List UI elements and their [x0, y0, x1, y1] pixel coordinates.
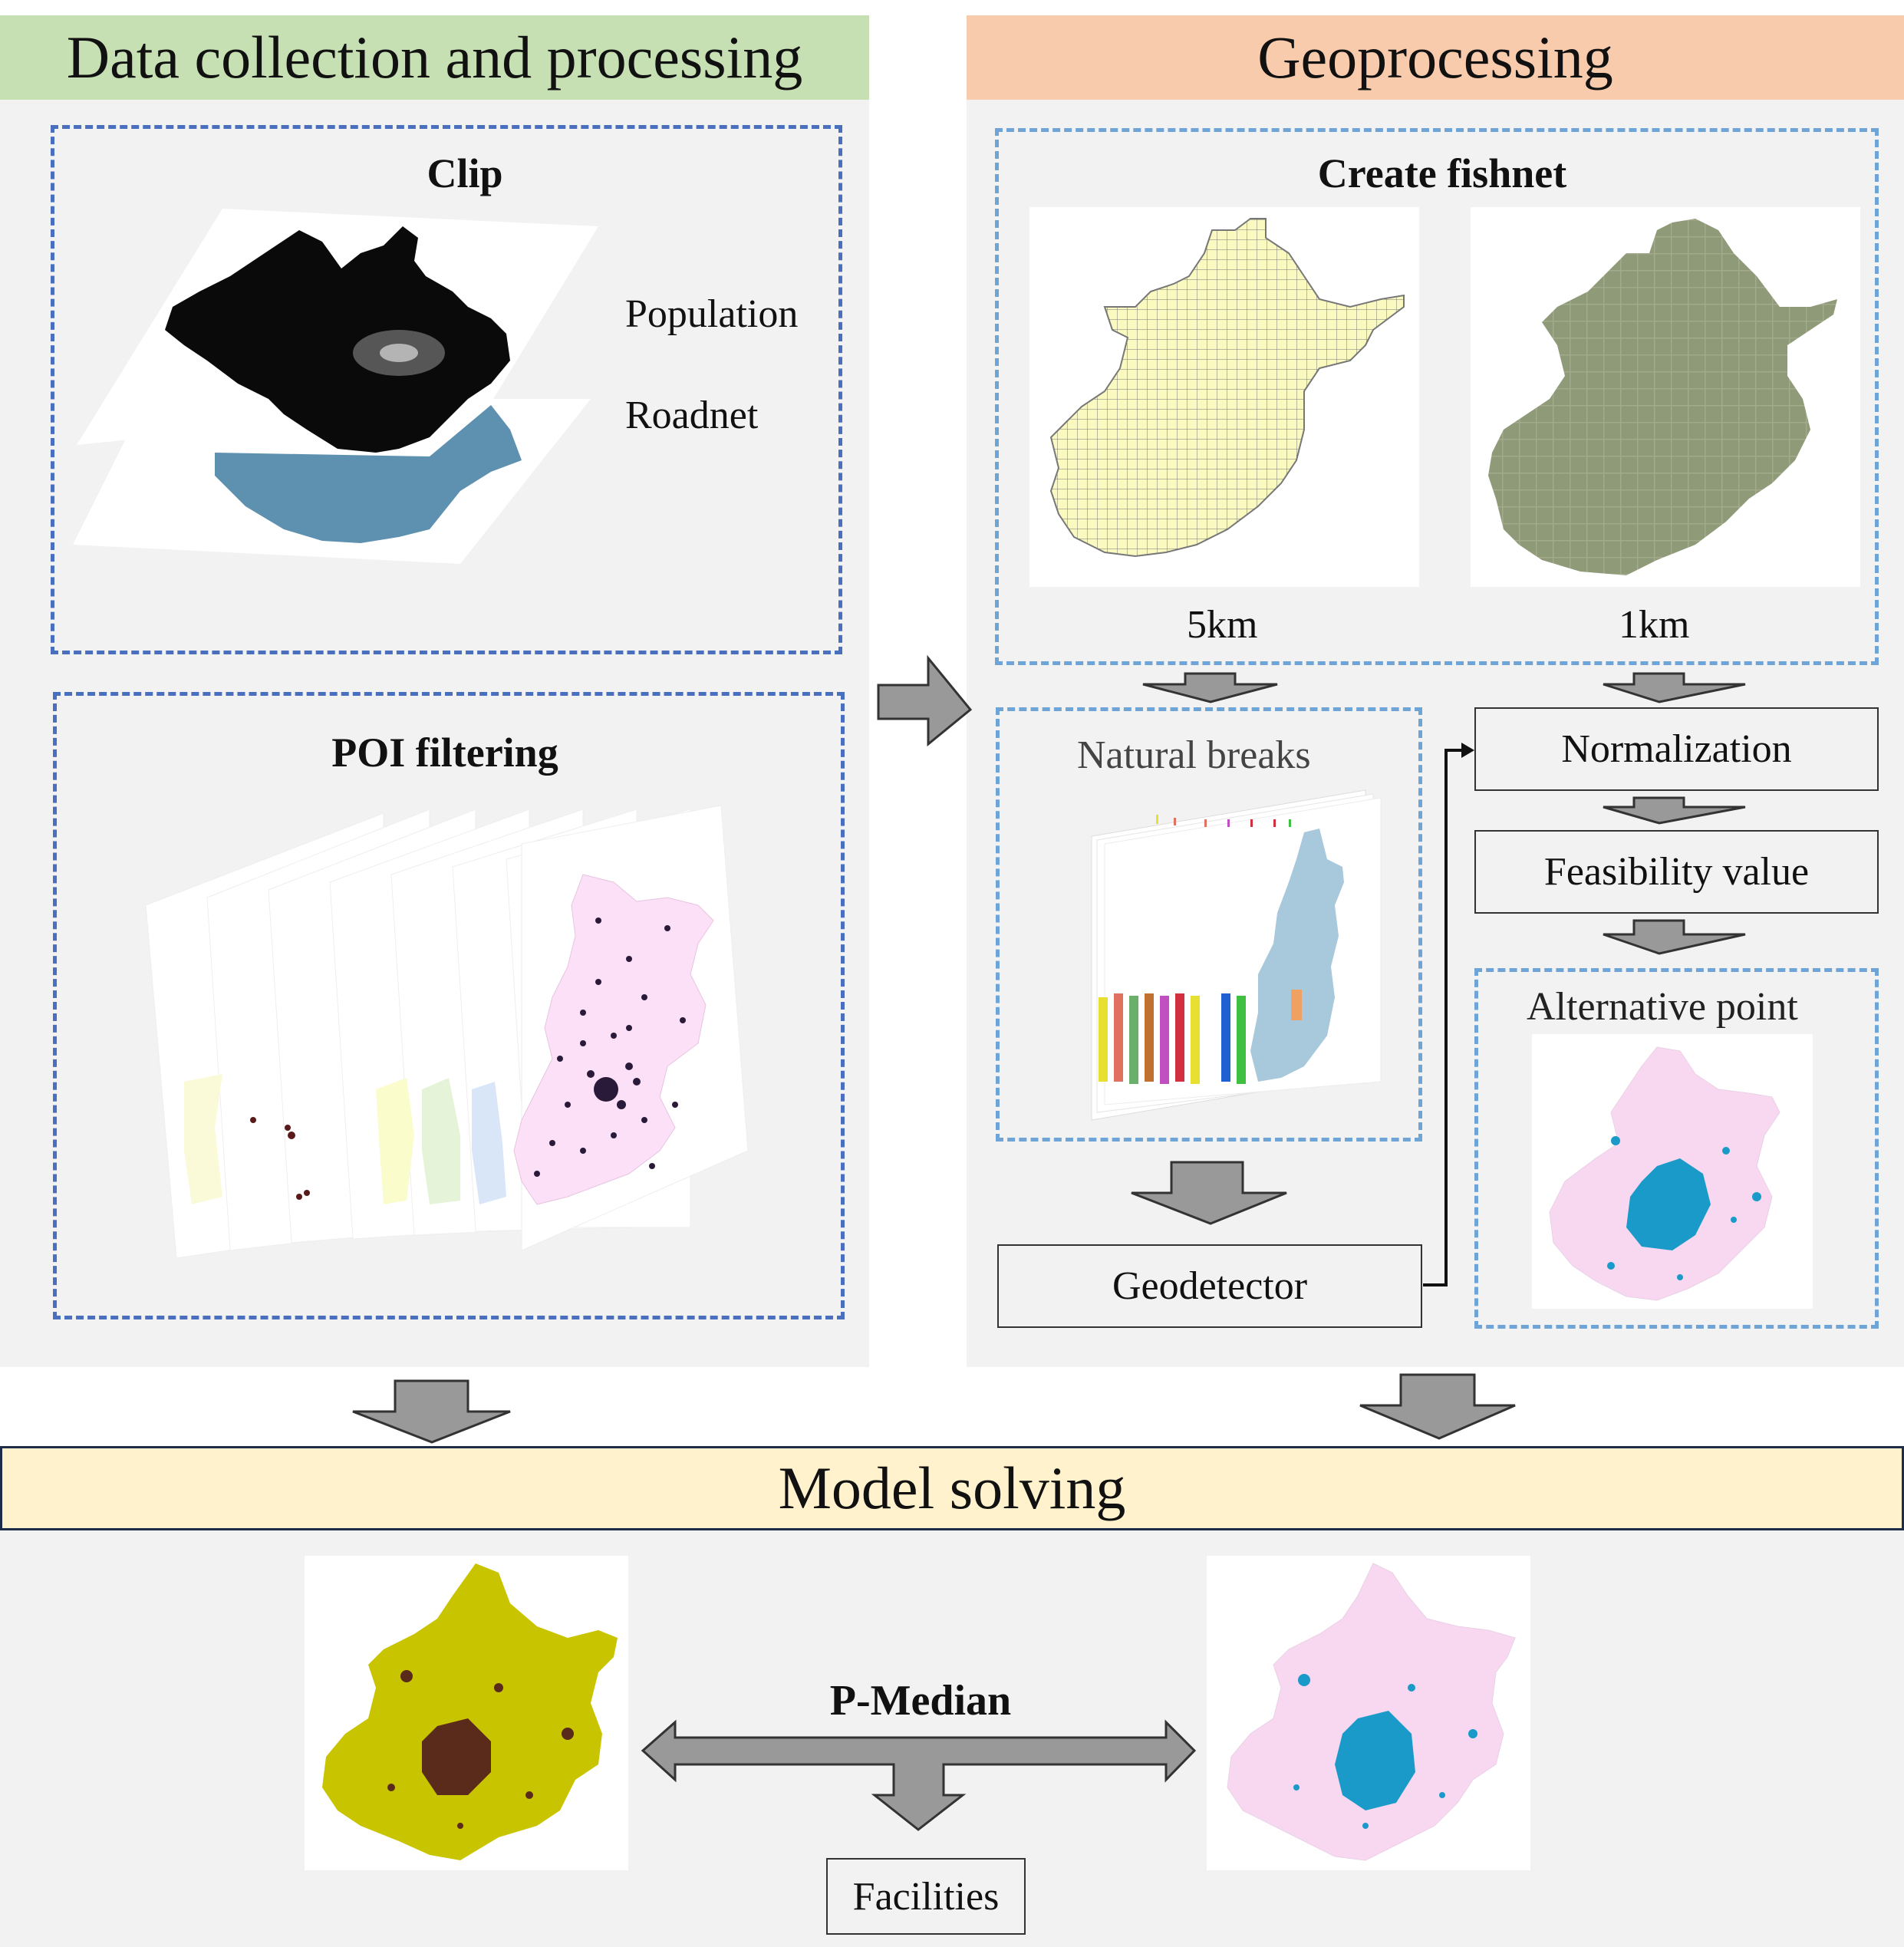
geoprocessing-header: Geoprocessing [967, 15, 1904, 100]
fishnet-label-5km: 5km [1187, 603, 1258, 647]
alternative-point-box [1474, 968, 1879, 1329]
fishnet-label-1km: 1km [1619, 603, 1690, 647]
clip-box [51, 125, 842, 654]
candidate-points-map [1227, 1563, 1516, 1861]
normalization-box: Normalization [1474, 707, 1879, 791]
arrow-fishnet-to-breaks [1142, 672, 1278, 703]
arrow-right-to-model [1359, 1373, 1516, 1440]
model-solving-title: Model solving [778, 1454, 1126, 1521]
natural-breaks-label: Natural breaks [1077, 733, 1311, 777]
poi-filtering-box [53, 692, 845, 1319]
feasibility-box: Feasibility value [1474, 830, 1879, 914]
fishnet-5km-map [1049, 218, 1405, 558]
clip-title: Clip [427, 150, 503, 196]
p-median-label: P-Median [829, 1677, 1012, 1725]
natural-breaks-box [996, 707, 1422, 1142]
geoprocessing-title: Geoprocessing [1257, 24, 1613, 91]
feasibility-label: Feasibility value [1543, 850, 1810, 894]
poi-map-blue [472, 1082, 506, 1204]
arrow-breaks-to-geodetector [1131, 1161, 1287, 1225]
poi-map-yellow [184, 1074, 222, 1204]
arrow-left-to-model [352, 1379, 511, 1444]
create-fishnet-box [995, 128, 1879, 665]
clip-layer-population: Population [625, 292, 799, 336]
fishnet-1km-map [1488, 219, 1837, 575]
facilities-label: Facilities [852, 1874, 1000, 1919]
alternative-point-label: Alternative point [1527, 985, 1798, 1029]
natural-breaks-map [1250, 829, 1344, 1082]
geodetector-to-normalization-connector [1423, 749, 1461, 1286]
poi-points [534, 917, 686, 1177]
natural-breaks-ticks [1156, 815, 1291, 827]
data-collection-header: Data collection and processing [0, 15, 869, 100]
population-map [165, 226, 510, 453]
normalization-label: Normalization [1561, 727, 1792, 771]
geodetector-box: Geodetector [997, 1244, 1422, 1328]
poi-map-main [513, 874, 714, 1205]
roadnet-map [215, 405, 522, 543]
poi-points-dark-red [250, 1117, 310, 1200]
arrow-normalization-to-feasibility [1603, 796, 1746, 825]
data-collection-title: Data collection and processing [66, 24, 803, 91]
facilities-box: Facilities [826, 1858, 1026, 1935]
model-solving-header: Model solving [0, 1446, 1904, 1530]
natural-breaks-strips [1099, 993, 1246, 1084]
geodetector-label: Geodetector [1112, 1264, 1308, 1308]
arrow-fishnet-to-normalization [1603, 672, 1746, 703]
population-grid-map [322, 1563, 618, 1860]
arrow-to-geoprocessing [877, 654, 973, 747]
clip-layer-roadnet: Roadnet [625, 394, 759, 437]
create-fishnet-title: Create fishnet [1317, 150, 1567, 196]
poi-filtering-title: POI filtering [331, 730, 558, 776]
poi-map-green [422, 1078, 460, 1204]
poi-map-light-yellow [376, 1078, 414, 1204]
p-median-double-arrow [641, 1719, 1197, 1831]
arrow-feasibility-to-alternative [1603, 919, 1746, 955]
